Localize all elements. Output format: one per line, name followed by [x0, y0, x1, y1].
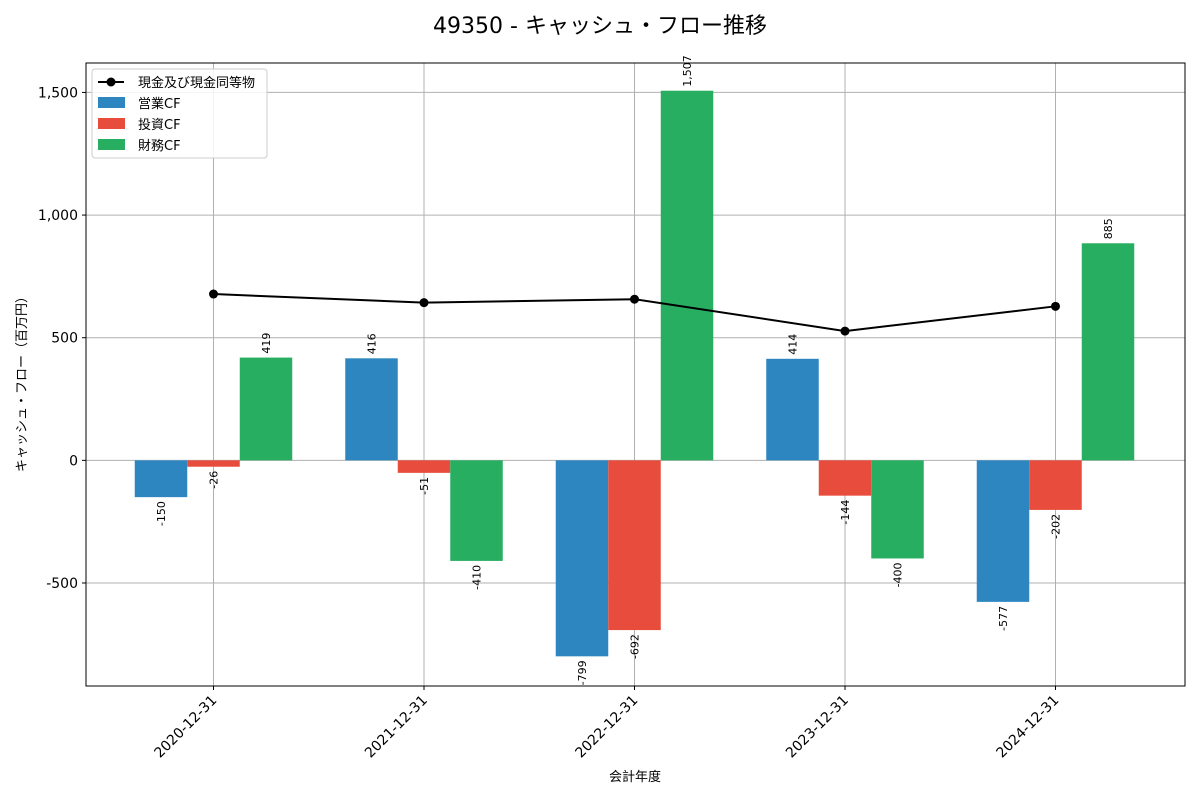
legend: 現金及び現金同等物 営業CF 投資CF 財務CF [91, 68, 268, 159]
bar-value-label: -202 [1050, 514, 1063, 539]
bar-operating [766, 358, 819, 461]
y-tick-label: 1,500 [38, 85, 78, 101]
legend-swatch-investing [98, 118, 125, 129]
chart-title: 49350 - キャッシュ・フロー推移 [433, 14, 767, 39]
y-axis-label: キャッシュ・フロー（百万円） [15, 290, 30, 472]
bar-value-label: 414 [787, 334, 800, 355]
y-axis-ticks: -500 0 500 1,000 1,500 [38, 85, 86, 592]
bars [134, 90, 1135, 657]
bar-value-label: -26 [208, 471, 221, 489]
legend-swatch-financing [98, 139, 125, 150]
bar-value-label: 419 [260, 333, 273, 354]
y-tick-label: -500 [46, 576, 78, 592]
bar-value-label: -400 [892, 562, 905, 587]
bar-investing [187, 460, 240, 467]
y-tick-label: 500 [51, 331, 78, 347]
bar-value-label: -799 [576, 660, 589, 685]
bar-value-label: -150 [155, 501, 168, 526]
bar-value-label: 416 [366, 333, 379, 354]
bar-financing [660, 90, 714, 461]
bar-operating [345, 358, 398, 461]
legend-label-investing: 投資CF [138, 117, 181, 133]
legend-swatch-operating [98, 97, 125, 108]
bar-value-label: -692 [629, 634, 642, 659]
cash-line-point [840, 326, 850, 336]
bar-investing [818, 460, 872, 496]
cash-line-point [419, 298, 429, 308]
cash-line-point [209, 289, 218, 299]
bar-financing [239, 357, 293, 461]
bar-investing [1029, 460, 1082, 510]
cash-line-point [1051, 301, 1060, 311]
plot-frame [85, 62, 1186, 687]
bar-investing [608, 460, 661, 631]
bar-value-label: -577 [997, 606, 1010, 631]
bar-financing [871, 460, 924, 559]
bar-financing [450, 460, 503, 561]
y-tick-label: 0 [69, 453, 78, 469]
bar-operating [555, 460, 609, 657]
bar-value-label: -144 [839, 500, 852, 525]
legend-label-operating: 営業CF [138, 96, 181, 112]
cash-line [209, 289, 1060, 336]
bar-financing [1081, 243, 1135, 461]
legend-label-cash: 現金及び現金同等物 [138, 75, 255, 91]
x-axis-label: 会計年度 [609, 769, 661, 785]
legend-label-financing: 財務CF [138, 139, 181, 154]
legend-line-marker [106, 77, 116, 87]
legend-box [91, 68, 268, 159]
bar-value-label: 1,507 [681, 55, 694, 87]
bar-value-label: -51 [418, 477, 431, 495]
bar-value-label: -410 [471, 565, 484, 590]
y-tick-label: 1,000 [38, 208, 78, 224]
bar-operating [976, 460, 1030, 602]
bar-value-label: 885 [1102, 218, 1115, 239]
bar-operating [134, 460, 188, 498]
bar-investing [397, 460, 451, 473]
cash-line-point [630, 294, 639, 304]
